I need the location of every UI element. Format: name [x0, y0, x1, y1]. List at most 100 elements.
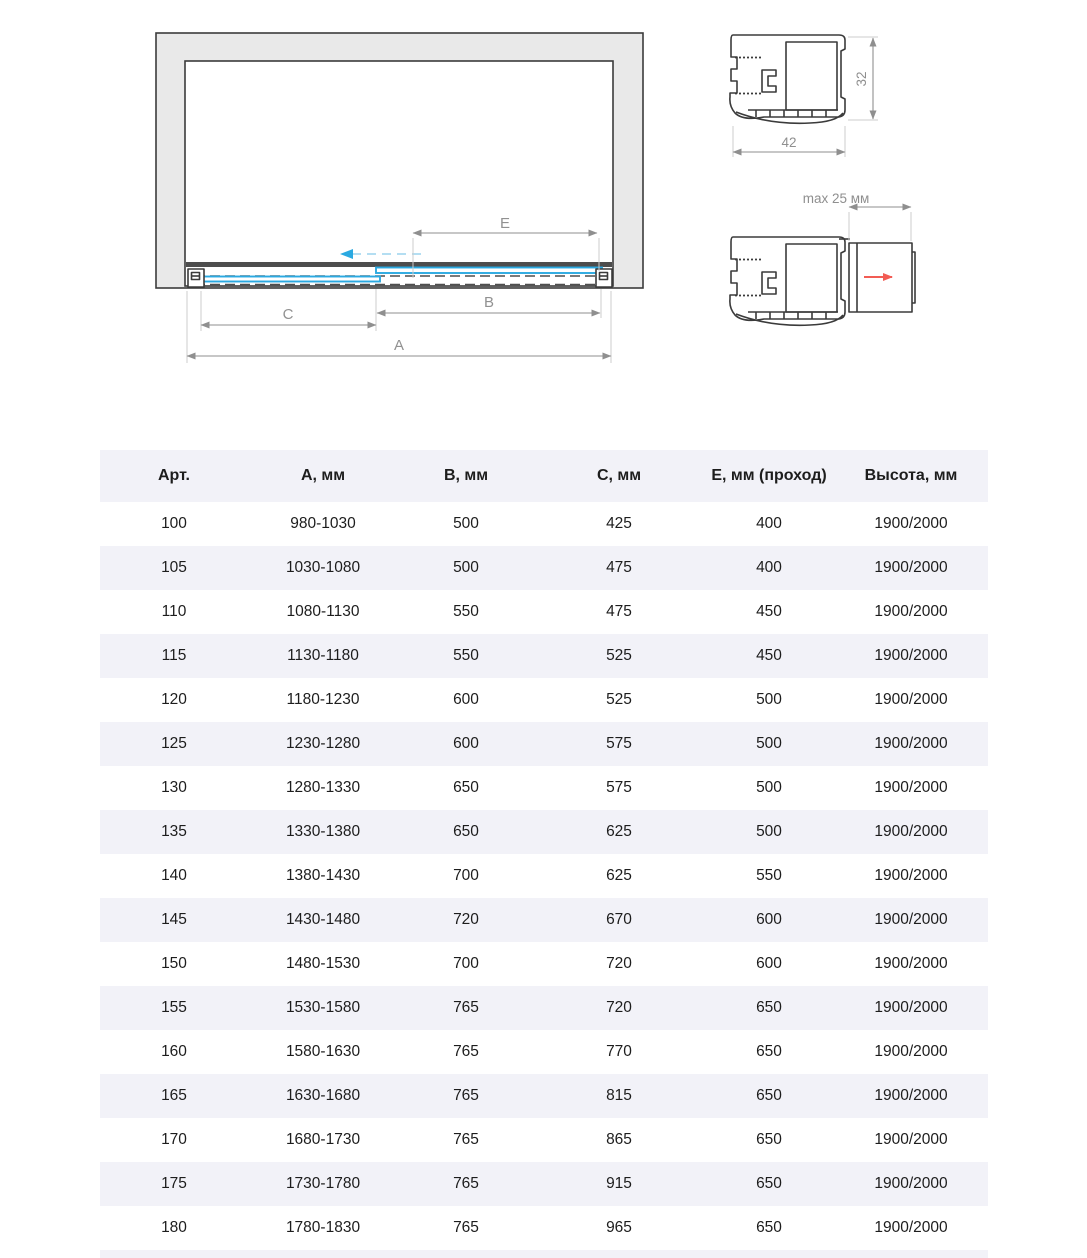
table-cell: 120: [161, 691, 187, 708]
table-row: 150 1480-1530 700 720 600 1900/2000: [100, 942, 988, 986]
table-row: 110 1080-1130 550 475 450 1900/2000: [100, 590, 988, 634]
table-cell: 700: [453, 955, 479, 972]
table-cell: 575: [606, 779, 632, 796]
table-cell: 450: [756, 603, 782, 620]
size-table-grid: Арт. А, мм В, мм С, мм Е, мм (проход) Вы…: [100, 450, 988, 1250]
table-cell: 130: [161, 779, 187, 796]
dimension-profile-height: 32: [848, 36, 878, 121]
table-cell: 650: [756, 1043, 782, 1060]
table-cell: 1230-1280: [285, 735, 361, 752]
profile-height-label: 32: [854, 71, 869, 86]
table-cell: 165: [161, 1087, 187, 1104]
table-cell: 550: [453, 603, 479, 620]
table-cell: 765: [453, 1175, 479, 1192]
table-cell: 100: [161, 515, 187, 532]
dimension-b: B: [376, 294, 601, 317]
size-table-body: 100 980-1030 500 425 400 1900/2000 105 1030-108…: [100, 502, 988, 1250]
table-cell: 915: [606, 1175, 632, 1192]
table-cell: 140: [161, 867, 187, 884]
table-cell: 125: [161, 735, 187, 752]
table-cell: 450: [756, 647, 782, 664]
table-cell: 525: [606, 647, 632, 664]
table-cell: 525: [606, 691, 632, 708]
table-cell: 980-1030: [290, 515, 356, 532]
left-wall-profile: [187, 268, 205, 288]
table-cell: 650: [453, 779, 479, 796]
table-cell: 600: [453, 735, 479, 752]
table-cell: 650: [756, 999, 782, 1016]
table-cell: 1900/2000: [874, 1043, 948, 1060]
table-cell: 175: [161, 1175, 187, 1192]
max-adjustment-label: max 25 мм: [803, 191, 870, 206]
table-cell: 1900/2000: [874, 735, 948, 752]
table-cell: 1900/2000: [874, 867, 948, 884]
table-cell: 1180-1230: [286, 691, 360, 708]
slide-direction-arrow-icon: [340, 249, 422, 259]
table-cell: 1900/2000: [874, 911, 948, 928]
table-cell: 600: [756, 955, 782, 972]
table-cell: 170: [161, 1131, 187, 1148]
table-cell: 180: [161, 1219, 187, 1236]
table-cell: 160: [161, 1043, 187, 1060]
table-cell: 1630-1680: [285, 1087, 361, 1104]
table-cell: 500: [756, 735, 782, 752]
table-cell: 1900/2000: [874, 603, 948, 620]
table-cell: 765: [453, 1219, 479, 1236]
dimension-e-label: E: [500, 215, 510, 232]
table-cell: 720: [453, 911, 479, 928]
column-header-e: Е, мм (проход): [704, 450, 834, 502]
dimension-e: E: [412, 215, 598, 237]
table-cell: 500: [453, 515, 479, 532]
dimension-c: C: [200, 306, 377, 329]
column-header-art: Арт.: [100, 450, 248, 502]
right-wall-profile: [595, 268, 613, 288]
dimension-max-adjustment: max 25 мм: [803, 191, 912, 241]
column-header-a: А, мм: [248, 450, 398, 502]
size-table: Арт. А, мм В, мм С, мм Е, мм (проход) Вы…: [100, 450, 988, 1258]
table-cell: 650: [756, 1175, 782, 1192]
table-cell: 550: [756, 867, 782, 884]
dimension-c-label: C: [283, 306, 294, 323]
table-cell: 1280-1330: [285, 779, 361, 796]
dimension-a-label: A: [394, 337, 404, 354]
profile-section-top: 42 32: [728, 34, 878, 157]
dimension-profile-width: 42: [732, 126, 846, 157]
table-row: 135 1330-1380 650 625 500 1900/2000: [100, 810, 988, 854]
table-cell: 650: [453, 823, 479, 840]
table-cell: 720: [606, 999, 632, 1016]
table-cell: 1530-1580: [285, 999, 361, 1016]
table-cell: 475: [606, 559, 632, 576]
table-cell: 1130-1180: [287, 647, 359, 664]
table-cell: 765: [453, 1043, 479, 1060]
table-row: 115 1130-1180 550 525 450 1900/2000: [100, 634, 988, 678]
table-cell: 1900/2000: [874, 955, 948, 972]
table-cell: 1900/2000: [874, 823, 948, 840]
table-cell: 1900/2000: [874, 515, 948, 532]
table-cell: 1080-1130: [286, 603, 360, 620]
table-row: 125 1230-1280 600 575 500 1900/2000: [100, 722, 988, 766]
table-cell: 765: [453, 999, 479, 1016]
clipped-next-row: [100, 1250, 988, 1258]
table-cell: 815: [606, 1087, 632, 1104]
profile-width-label: 42: [781, 135, 796, 150]
column-header-c: С, мм: [534, 450, 704, 502]
table-row: 170 1680-1730 765 865 650 1900/2000: [100, 1118, 988, 1162]
table-cell: 650: [756, 1087, 782, 1104]
table-cell: 500: [756, 691, 782, 708]
table-cell: 720: [606, 955, 632, 972]
table-cell: 115: [161, 647, 187, 664]
table-cell: 770: [606, 1043, 632, 1060]
header-row: Арт. А, мм В, мм С, мм Е, мм (проход) Вы…: [100, 450, 988, 502]
front-view: E B C A: [155, 32, 644, 363]
table-cell: 1900/2000: [874, 779, 948, 796]
table-cell: 425: [606, 515, 632, 532]
table-row: 145 1430-1480 720 670 600 1900/2000: [100, 898, 988, 942]
table-cell: 1900/2000: [874, 999, 948, 1016]
table-cell: 400: [756, 559, 782, 576]
table-cell: 1780-1830: [285, 1219, 361, 1236]
size-table-header: Арт. А, мм В, мм С, мм Е, мм (проход) Вы…: [100, 450, 988, 502]
table-row: 100 980-1030 500 425 400 1900/2000: [100, 502, 988, 546]
table-cell: 1580-1630: [285, 1043, 361, 1060]
table-cell: 1900/2000: [874, 1175, 948, 1192]
table-cell: 650: [756, 1219, 782, 1236]
